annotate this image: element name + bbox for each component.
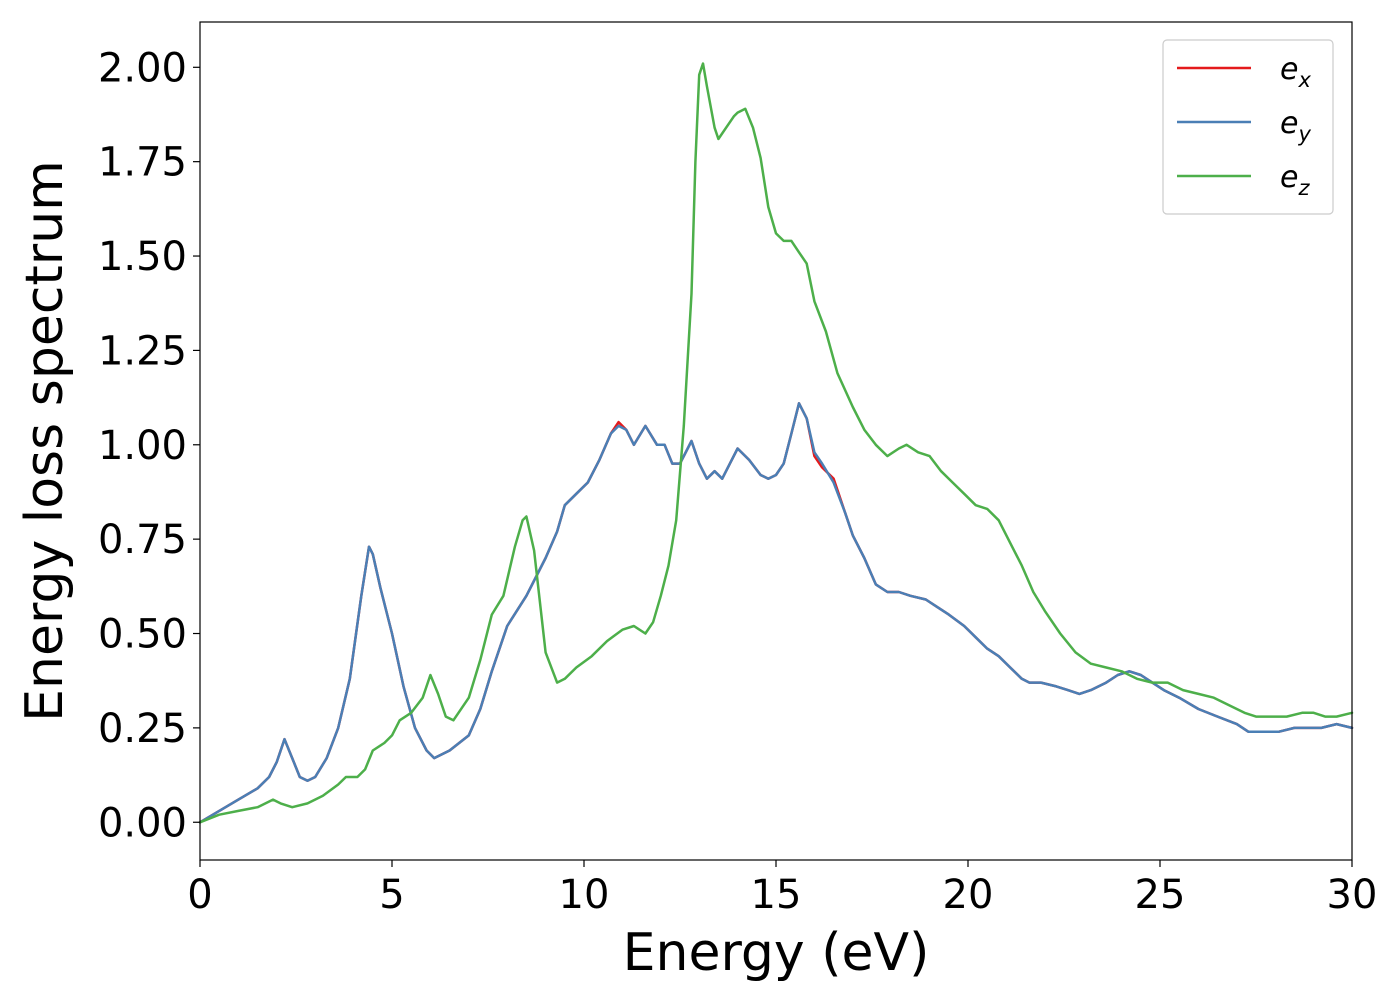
y-axis-title: Energy loss spectrum xyxy=(15,160,75,722)
y-axis: 0.00 0.25 0.50 0.75 1.00 1.25 1.50 1.75 2.00 xyxy=(98,45,200,846)
legend: ex ey ez xyxy=(1162,39,1334,215)
y-tick-label: 0.50 xyxy=(98,612,187,658)
series-line-x xyxy=(198,402,1354,824)
x-axis: 0 5 10 15 20 25 30 xyxy=(187,860,1377,918)
y-tick-label: 1.25 xyxy=(98,328,187,374)
series-line-y xyxy=(198,402,1354,824)
y-tick-label: 0.25 xyxy=(98,706,187,752)
x-axis-title: Energy (eV) xyxy=(623,923,930,983)
legend-label-x: ex xyxy=(1280,52,1311,92)
series-line-z xyxy=(198,62,1354,824)
x-tick-label: 0 xyxy=(187,872,212,918)
y-tick-label: 1.75 xyxy=(98,140,187,186)
x-tick-label: 5 xyxy=(379,872,404,918)
y-tick-label: 1.00 xyxy=(98,423,187,469)
legend-label-z: ez xyxy=(1280,160,1310,200)
series-layer xyxy=(198,62,1354,824)
legend-label-y: ey xyxy=(1280,106,1311,146)
y-tick-label: 1.50 xyxy=(98,234,187,280)
y-tick-label: 0.75 xyxy=(98,517,187,563)
x-tick-label: 15 xyxy=(751,872,802,918)
x-tick-label: 20 xyxy=(943,872,994,918)
legend-box xyxy=(1162,39,1334,215)
y-tick-label: 0.00 xyxy=(98,800,187,846)
x-tick-label: 25 xyxy=(1135,872,1186,918)
x-tick-label: 30 xyxy=(1327,872,1378,918)
x-tick-label: 10 xyxy=(559,872,610,918)
y-tick-label: 2.00 xyxy=(98,45,187,91)
